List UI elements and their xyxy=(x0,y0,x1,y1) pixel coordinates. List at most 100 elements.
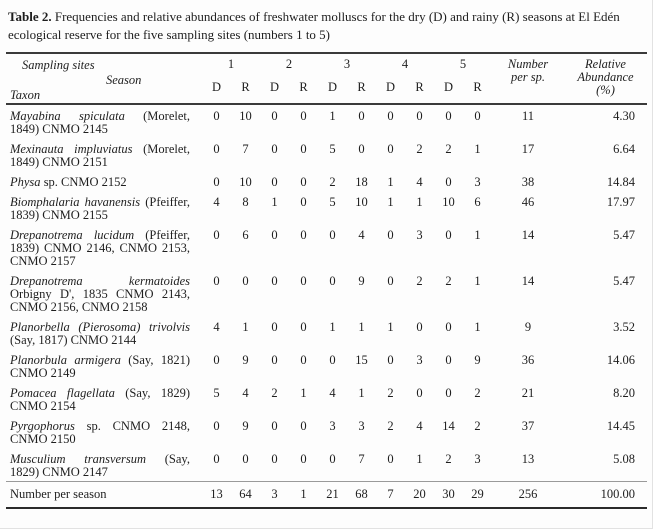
season-r-header: R xyxy=(473,80,482,95)
total-cell: 17 xyxy=(521,142,535,157)
count-cell: 9 xyxy=(358,274,365,289)
abundance-cell: 14.06 xyxy=(606,353,635,368)
abundance-cell: 17.97 xyxy=(606,195,635,210)
total-cell: 46 xyxy=(521,195,535,210)
count-cell: 0 xyxy=(300,195,307,210)
taxon-name: Pyrgophorus sp. CNMO 2148, CNMO 2150 xyxy=(10,419,190,447)
number-per-sp-header: Number per sp. xyxy=(492,53,564,104)
count-cell: 4 xyxy=(213,195,220,210)
count-cell: 0 xyxy=(300,419,307,434)
count-cell: 3 xyxy=(474,175,481,190)
count-cell: 3 xyxy=(358,419,365,434)
count-cell: 0 xyxy=(329,228,336,243)
taxon-scientific-name: Biomphalaria havanensis xyxy=(10,195,141,210)
count-cell: 68 xyxy=(355,487,368,502)
abundance-cell: 100.00 xyxy=(600,487,635,502)
abundance-cell: 5.08 xyxy=(613,452,635,467)
count-cell: 0 xyxy=(387,274,394,289)
count-cell: 0 xyxy=(474,109,481,124)
count-cell: 1 xyxy=(474,274,481,289)
count-cell: 2 xyxy=(416,142,423,157)
table-row: Planorbula armigera (Say, 1821) CNMO 214… xyxy=(6,349,647,382)
count-cell: 0 xyxy=(329,274,336,289)
season-r-header: R xyxy=(299,80,308,95)
count-cell: 1 xyxy=(300,487,307,502)
count-cell: 1 xyxy=(271,195,278,210)
count-cell: 13 xyxy=(210,487,223,502)
relative-abundance-header: Relative Abundance (%) xyxy=(564,53,647,104)
table-caption: Table 2. Frequencies and relative abunda… xyxy=(8,8,644,43)
count-cell: 2 xyxy=(445,142,452,157)
count-cell: 0 xyxy=(329,452,336,467)
count-cell: 0 xyxy=(300,320,307,335)
count-cell: 1 xyxy=(416,452,423,467)
taxon-scientific-name: Mayabina spiculata xyxy=(10,109,125,124)
count-cell: 0 xyxy=(213,419,220,434)
count-cell: 0 xyxy=(213,228,220,243)
sampling-sites-label: Sampling sites xyxy=(22,58,95,73)
count-cell: 1 xyxy=(387,195,394,210)
count-cell: 1 xyxy=(387,320,394,335)
taxon-name: Planorbella (Pierosoma) trivolvis (Say, … xyxy=(10,320,190,348)
table-row: Mexinauta impluviatus (Morelet, 1849) CN… xyxy=(6,138,647,171)
count-cell: 0 xyxy=(416,109,423,124)
abundance-cell: 5.47 xyxy=(613,228,635,243)
count-cell: 0 xyxy=(387,353,394,368)
count-cell: 0 xyxy=(416,320,423,335)
count-cell: 3 xyxy=(416,228,423,243)
count-cell: 10 xyxy=(442,195,455,210)
total-cell: 21 xyxy=(521,386,535,401)
total-cell: 256 xyxy=(518,487,538,502)
count-cell: 2 xyxy=(416,274,423,289)
abundance-cell: 14.84 xyxy=(606,175,635,190)
taxon-name: Biomphalaria havanensis (Pfeiffer, 1839)… xyxy=(10,195,191,223)
site-number-3: 3 xyxy=(343,57,351,72)
table-row: Biomphalaria havanensis (Pfeiffer, 1839)… xyxy=(6,191,647,224)
site-number-4: 4 xyxy=(401,57,409,72)
count-cell: 0 xyxy=(242,274,249,289)
table-row: Drepanotrema lucidum (Pfeiffer, 1839) CN… xyxy=(6,224,647,270)
taxon-scientific-name: Mexinauta impluviatus xyxy=(10,142,133,157)
count-cell: 15 xyxy=(355,353,368,368)
count-cell: 10 xyxy=(239,109,252,124)
season-r-header: R xyxy=(241,80,250,95)
header-row-seasons: D R D R D R D R D R xyxy=(6,81,647,104)
count-cell: 14 xyxy=(442,419,455,434)
count-cell: 6 xyxy=(242,228,249,243)
count-cell: 0 xyxy=(271,142,278,157)
count-cell: 0 xyxy=(271,353,278,368)
table-row: Physa sp. CNMO 2152 0 10 0 0 2 18 1 4 0 3 38 14.84 xyxy=(6,171,647,191)
table-row: Musculium transversum (Say, 1829) CNMO 2… xyxy=(6,448,647,482)
count-cell: 3 xyxy=(271,487,278,502)
count-cell: 2 xyxy=(271,386,278,401)
table-row: Planorbella (Pierosoma) trivolvis (Say, … xyxy=(6,316,647,349)
count-cell: 1 xyxy=(387,175,394,190)
count-cell: 0 xyxy=(445,228,452,243)
taxon-name: Drepanotrema kermatoides Orbigny D', 183… xyxy=(10,274,190,315)
site-number-5: 5 xyxy=(459,57,467,72)
site-number-1: 1 xyxy=(227,57,235,72)
count-cell: 0 xyxy=(445,109,452,124)
season-r-header: R xyxy=(415,80,424,95)
header-corner: Sampling sites Season Taxon xyxy=(6,53,202,104)
table-row: Pyrgophorus sp. CNMO 2148, CNMO 2150 0 9 0 0… xyxy=(6,415,647,448)
total-cell: 14 xyxy=(521,274,535,289)
taxon-scientific-name: Drepanotrema kermatoides xyxy=(10,274,190,289)
caption-text: Frequencies and relative abundances of f… xyxy=(8,9,620,42)
count-cell: 1 xyxy=(329,109,336,124)
count-cell: 2 xyxy=(445,274,452,289)
count-cell: 4 xyxy=(213,320,220,335)
table-row: Drepanotrema kermatoides Orbigny D', 183… xyxy=(6,270,647,316)
total-cell: 36 xyxy=(521,353,535,368)
count-cell: 0 xyxy=(242,452,249,467)
season-d-header: D xyxy=(385,80,396,95)
count-cell: 0 xyxy=(300,175,307,190)
season-d-header: D xyxy=(327,80,338,95)
total-cell: 37 xyxy=(521,419,535,434)
count-cell: 9 xyxy=(242,419,249,434)
count-cell: 0 xyxy=(300,109,307,124)
count-cell: 1 xyxy=(416,195,423,210)
site-number-2: 2 xyxy=(285,57,293,72)
taxon-scientific-name: Drepanotrema lucidum xyxy=(10,228,135,243)
